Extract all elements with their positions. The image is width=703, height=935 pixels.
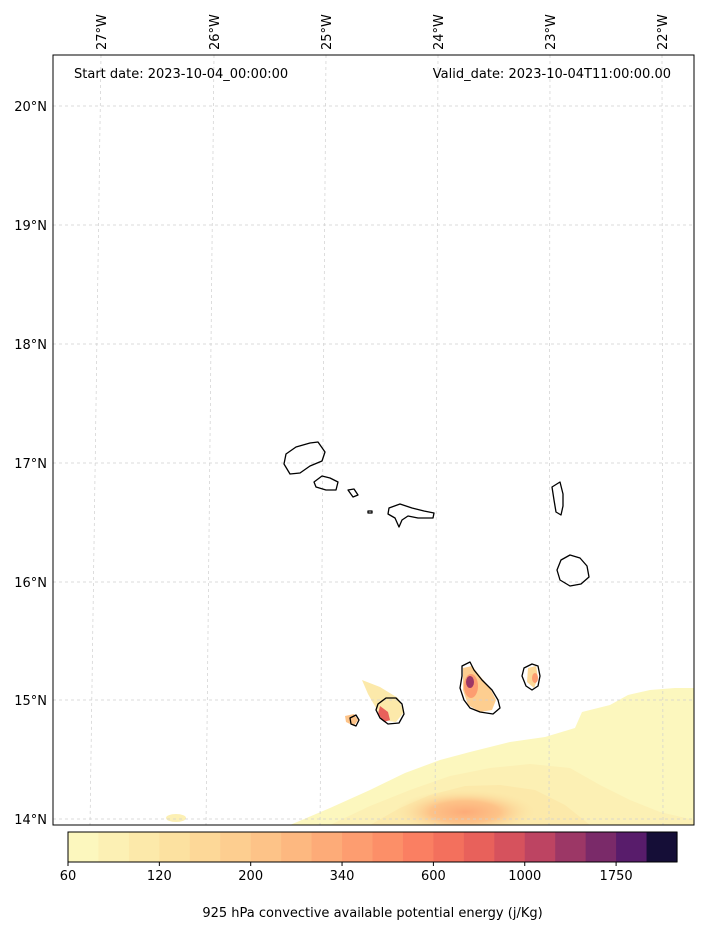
colorbar-tick-label: 120 — [147, 869, 172, 884]
lon-label-27w: 27°W — [95, 14, 110, 50]
longitude-labels: 27°W 26°W 25°W 24°W 23°W 22°W — [95, 14, 671, 50]
colorbar-segment — [464, 832, 495, 862]
cape-patch-west — [166, 814, 186, 822]
colorbar-segment — [129, 832, 160, 862]
colorbar-segment — [68, 832, 99, 862]
colorbar-segment — [433, 832, 464, 862]
colorbar-segment — [403, 832, 434, 862]
colorbar-segment — [373, 832, 404, 862]
colorbar-segment — [281, 832, 312, 862]
colorbar-segment — [525, 832, 556, 862]
valid-date-label: Valid_date: 2023-10-04T11:00:00.00 — [433, 67, 671, 82]
cape-maximum-south — [395, 790, 535, 834]
lon-label-25w: 25°W — [320, 14, 335, 50]
colorbar-ticks: 60 120 200 340 600 1000 1750 — [60, 862, 633, 884]
latitude-labels: 20°N 19°N 18°N 17°N 16°N 15°N 14°N — [14, 100, 47, 828]
colorbar-segment — [190, 832, 221, 862]
cape-santiago-peak — [466, 676, 474, 688]
lon-label-23w: 23°W — [544, 14, 559, 50]
colorbar-segment — [616, 832, 647, 862]
colorbar-tick-label: 200 — [238, 869, 263, 884]
colorbar-segment — [555, 832, 586, 862]
colorbar-tick-label: 340 — [330, 869, 355, 884]
colorbar-segment — [159, 832, 190, 862]
lat-label-17n: 17°N — [14, 457, 47, 472]
colorbar — [68, 832, 678, 862]
colorbar-segment — [98, 832, 129, 862]
start-date-label: Start date: 2023-10-04_00:00:00 — [74, 67, 288, 82]
lon-label-24w: 24°W — [432, 14, 447, 50]
colorbar-segment — [586, 832, 617, 862]
colorbar-segment — [251, 832, 282, 862]
colorbar-segment — [647, 832, 678, 862]
lat-label-20n: 20°N — [14, 100, 47, 115]
colorbar-segment — [342, 832, 373, 862]
colorbar-segment — [220, 832, 251, 862]
lon-label-26w: 26°W — [208, 14, 223, 50]
lat-label-15n: 15°N — [14, 694, 47, 709]
lat-label-14n: 14°N — [14, 813, 47, 828]
cape-maio-core — [532, 673, 538, 683]
colorbar-tick-label: 1750 — [600, 869, 633, 884]
lat-label-16n: 16°N — [14, 576, 47, 591]
colorbar-tick-label: 600 — [421, 869, 446, 884]
colorbar-segment — [494, 832, 525, 862]
colorbar-segment — [312, 832, 343, 862]
colorbar-tick-label: 60 — [60, 869, 77, 884]
lat-label-18n: 18°N — [14, 338, 47, 353]
lat-label-19n: 19°N — [14, 219, 47, 234]
colorbar-tick-label: 1000 — [508, 869, 541, 884]
colorbar-caption: 925 hPa convective available potential e… — [0, 906, 703, 921]
lon-label-22w: 22°W — [656, 14, 671, 50]
